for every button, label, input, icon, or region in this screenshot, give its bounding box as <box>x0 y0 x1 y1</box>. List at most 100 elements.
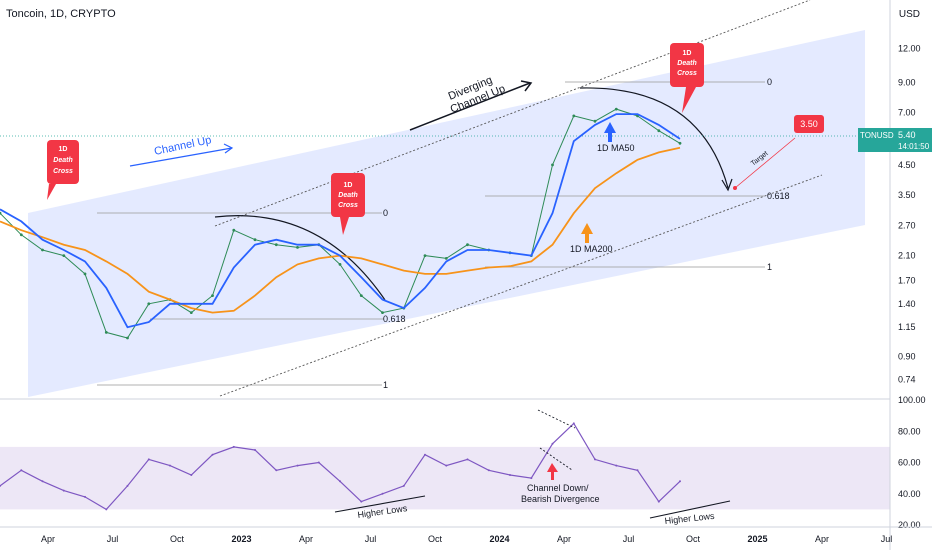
svg-text:Cross: Cross <box>677 70 697 77</box>
price-tick-7: 2.10 <box>898 251 916 261</box>
channel-up-label: Channel Up <box>153 134 212 158</box>
rsi-point-20 <box>424 453 426 456</box>
rsi-tick-4: 20.00 <box>898 520 921 530</box>
rsi-tick-3: 40.00 <box>898 489 921 499</box>
rsi-point-11 <box>232 445 235 448</box>
price-tick-0: 12.00 <box>898 43 921 53</box>
price-tick-4: 4.50 <box>898 160 916 170</box>
point-0-16 <box>338 263 342 266</box>
ma200-label: 1D MA200 <box>570 244 613 254</box>
rsi-point-17 <box>360 500 363 503</box>
rsi-tick-1: 80.00 <box>898 426 921 436</box>
arc-top-2024 <box>579 87 729 189</box>
svg-text:5.40: 5.40 <box>898 130 916 140</box>
fib-1-label-a: 1 <box>383 380 388 390</box>
time-tick-1: Jul <box>107 534 119 544</box>
point-0-17 <box>359 294 363 297</box>
point-0-10 <box>211 294 214 297</box>
time-tick-5: Jul <box>365 534 377 544</box>
price-axis[interactable]: 12.00 9.00 7.00 4.50 3.50 2.70 2.10 1.70 1.40 1.1… <box>898 43 921 384</box>
price-tick-10: 1.15 <box>898 322 916 332</box>
svg-text:1D: 1D <box>59 146 68 153</box>
price-series <box>0 107 682 340</box>
rsi-tick-0: 100.00 <box>898 395 926 405</box>
time-axis[interactable]: Apr Jul Oct 2023 Apr Jul Oct 2024 Apr Jul Oct 2025 A… <box>41 534 892 544</box>
rsi-point-6 <box>126 484 129 487</box>
time-tick-3: 2023 <box>231 534 251 544</box>
svg-text:Cross: Cross <box>53 168 73 175</box>
point-0-21 <box>444 257 448 260</box>
rsi-point-3 <box>62 489 65 492</box>
time-tick-12: Apr <box>815 534 829 544</box>
svg-text:Death: Death <box>338 192 357 199</box>
rsi-channel-down-2 <box>539 447 573 471</box>
point-0-27 <box>572 114 576 118</box>
point-0-1 <box>19 233 23 237</box>
rsi-channel-down-1 <box>537 409 576 429</box>
rsi-point-2 <box>41 480 44 483</box>
point-0-22 <box>466 243 469 247</box>
point-0-11 <box>232 228 236 232</box>
time-tick-8: Apr <box>557 534 571 544</box>
diverging-arrow <box>409 82 531 131</box>
channel-up-arrowhead <box>223 143 234 154</box>
time-tick-11: 2025 <box>747 534 767 544</box>
point-0-14 <box>296 246 299 249</box>
point-0-7 <box>147 302 151 306</box>
point-0-26 <box>551 163 554 167</box>
point-0-5 <box>104 331 108 334</box>
ma200-up-arrow-icon <box>581 223 593 243</box>
rsi-point-29 <box>615 464 618 467</box>
point-0-12 <box>253 238 257 242</box>
rsi-point-10 <box>211 453 214 456</box>
red-up-arrow-icon <box>547 463 558 480</box>
point-0-13 <box>274 243 278 247</box>
rsi-tick-2: 60.00 <box>898 458 921 468</box>
svg-text:14:01:50: 14:01:50 <box>898 142 930 151</box>
point-0-18 <box>381 311 384 314</box>
point-0-28 <box>593 119 597 123</box>
price-tick-5: 3.50 <box>898 190 916 200</box>
point-0-31 <box>657 129 661 133</box>
price-tick-1: 9.00 <box>898 78 916 88</box>
channel-down-label-1: Channel Down/ <box>527 483 589 493</box>
time-tick-6: Oct <box>428 534 443 544</box>
rsi-axis[interactable]: 100.00 80.00 60.00 40.00 20.00 <box>898 395 926 530</box>
fib-1-label-b: 1 <box>767 262 772 272</box>
time-tick-10: Oct <box>686 534 701 544</box>
last-price-badge: TONUSD 5.40 14:01:50 <box>858 128 932 152</box>
svg-text:TONUSD: TONUSD <box>860 131 894 140</box>
chart-title: Toncoin, 1D, CRYPTO <box>6 8 116 20</box>
diverging-arrowhead <box>520 80 533 92</box>
rsi-point-0 <box>0 484 1 487</box>
currency-label: USD <box>898 9 920 20</box>
rsi-point-5 <box>105 508 108 511</box>
death-cross-callout-2: 1D Death Cross <box>331 173 365 235</box>
rsi-point-13 <box>275 469 278 472</box>
rsi-point-19 <box>402 484 405 487</box>
svg-text:Cross: Cross <box>338 202 358 209</box>
rsi-point-14 <box>296 464 299 467</box>
rsi-point-7 <box>147 458 150 461</box>
point-0-2 <box>41 248 44 252</box>
rsi-band <box>0 446 890 510</box>
point-0-9 <box>189 311 193 314</box>
rsi-point-28 <box>594 458 596 461</box>
ma50-up-arrow-icon <box>604 122 616 142</box>
time-tick-0: Apr <box>41 534 55 544</box>
rsi-point-8 <box>169 464 171 467</box>
time-tick-4: Apr <box>299 534 313 544</box>
ma50-series <box>0 113 681 329</box>
svg-text:1D: 1D <box>683 50 692 57</box>
rsi-point-18 <box>381 492 384 495</box>
rsi-point-30 <box>636 469 639 472</box>
diverging-channel-lower <box>219 174 823 397</box>
time-tick-13: Jul <box>881 534 893 544</box>
rsi-point-32 <box>679 480 681 483</box>
channel-band <box>28 30 865 397</box>
rsi-point-9 <box>190 474 193 476</box>
death-cross-callout-3: 1D Death Cross <box>670 43 704 113</box>
rsi-point-22 <box>466 458 469 461</box>
arc-top-2023 <box>214 215 386 301</box>
